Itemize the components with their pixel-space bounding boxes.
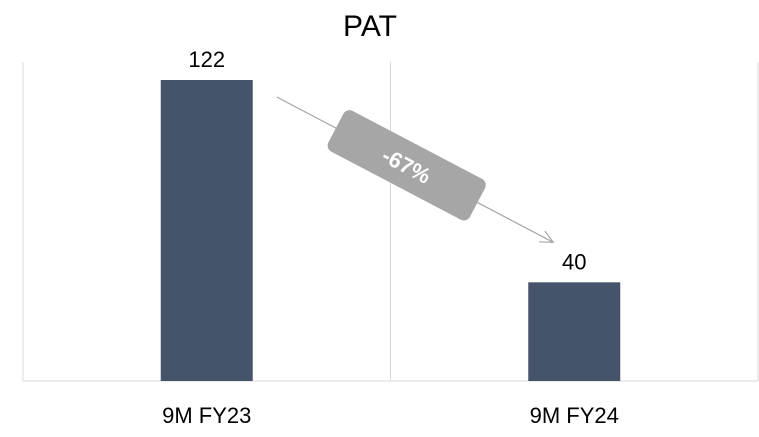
data-label: 122 [188,47,225,72]
data-label: 40 [562,249,586,274]
change-badge-background [327,110,486,221]
x-tick-label: 9M FY23 [162,403,251,428]
change-badge: -67% [327,110,486,221]
plot-area: 122 9M FY23 40 9M FY24 -67% [22,47,759,428]
bar-9m-fy24 [528,282,621,381]
chart-title: PAT [343,10,397,43]
change-arrow-head [539,230,555,243]
x-tick-label: 9M FY24 [530,403,619,428]
bar-9m-fy23 [160,80,253,381]
